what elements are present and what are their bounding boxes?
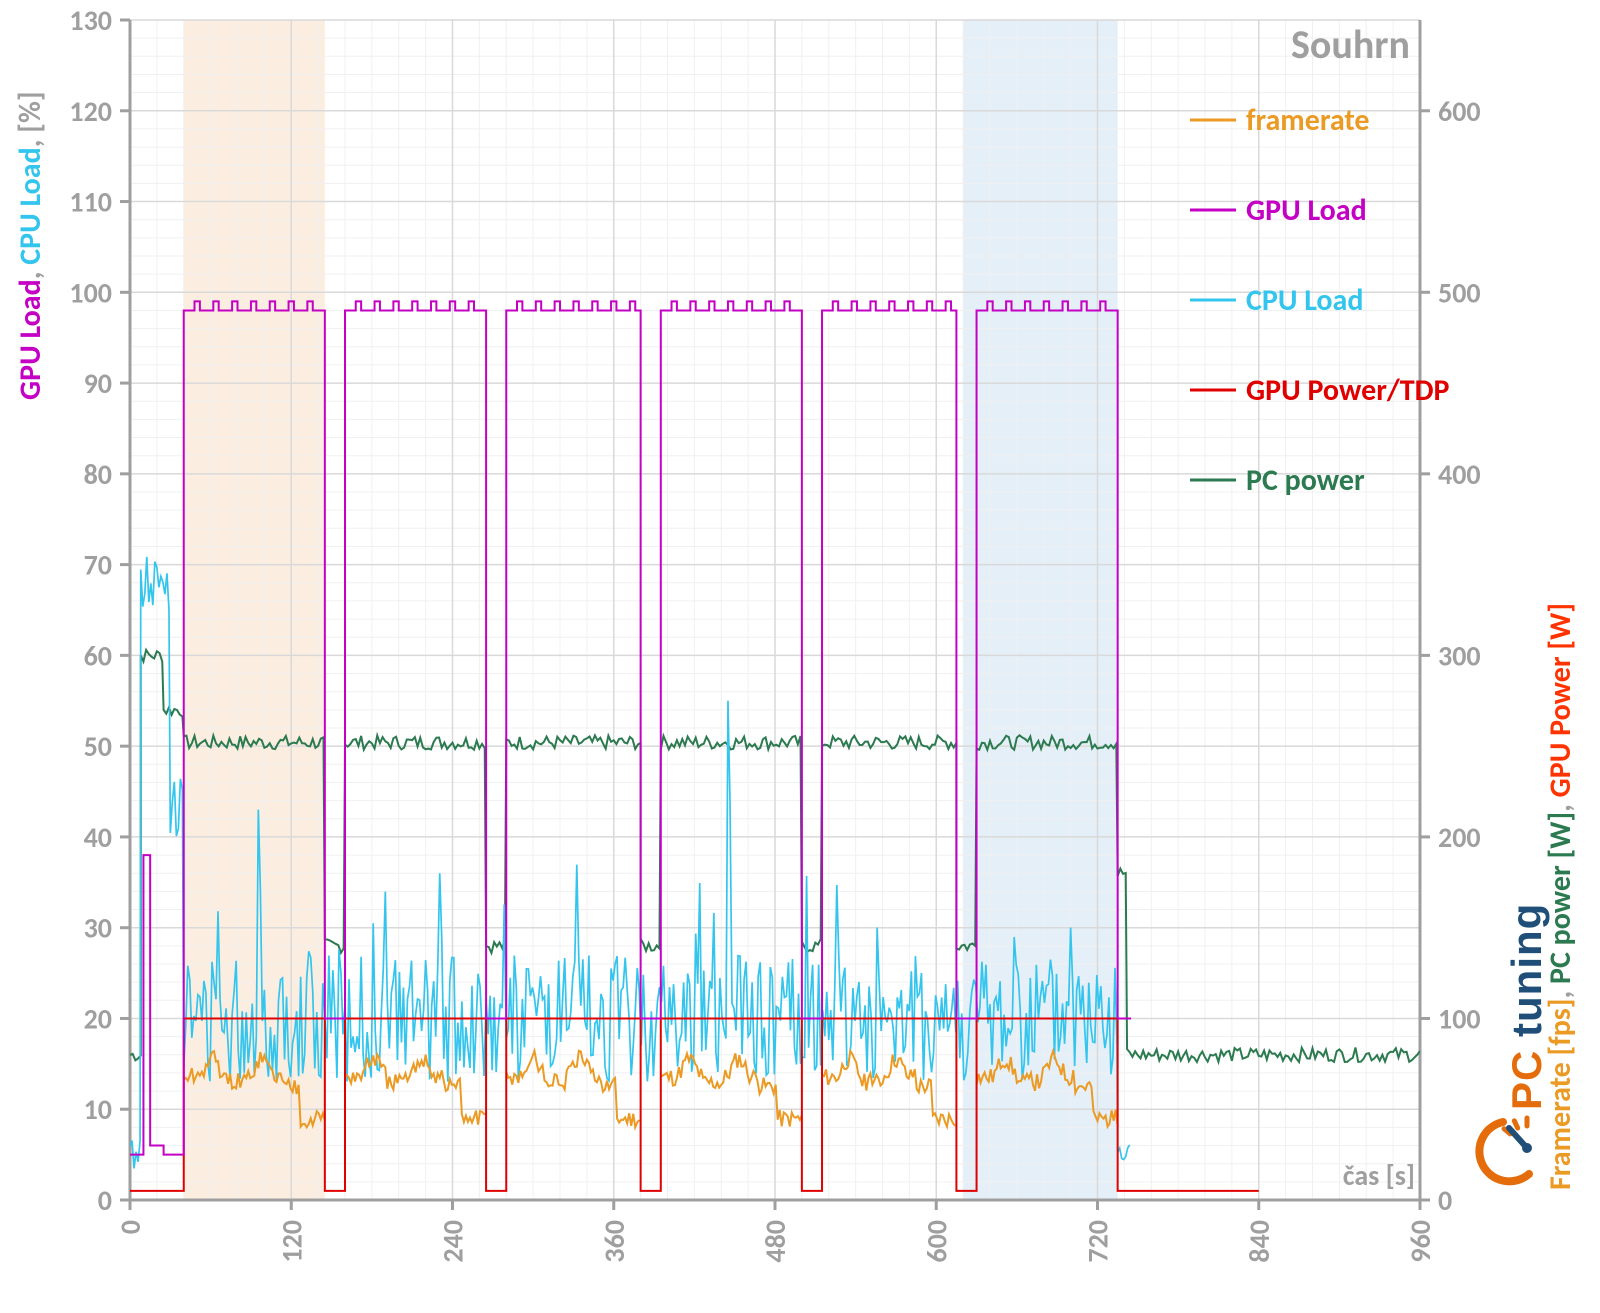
x-axis-label: čas [s] (1343, 1158, 1415, 1193)
svg-text:PC tuning: PC tuning (1503, 903, 1550, 1110)
ytick-left: 50 (84, 729, 112, 764)
xtick: 480 (758, 1220, 793, 1263)
legend-label: GPU Load (1246, 192, 1367, 229)
xtick: 120 (274, 1220, 309, 1263)
xtick: 960 (1403, 1220, 1438, 1263)
chart-title: Souhrn (1291, 20, 1410, 69)
ytick-left: 80 (84, 457, 112, 492)
xtick: 0 (113, 1220, 148, 1234)
ytick-left: 110 (69, 185, 112, 220)
ytick-right: 600 (1438, 94, 1481, 129)
chart-svg: 0 10 20 30 40 50 60 70 80 90 100 110 120 130 0 100 200 30… (0, 0, 1600, 1313)
legend-label: CPU Load (1246, 282, 1363, 319)
ytick-left: 100 (69, 275, 112, 310)
ytick-left: 40 (84, 820, 112, 855)
ytick-left: 20 (84, 1001, 112, 1036)
ytick-right: 500 (1438, 275, 1481, 310)
legend-label: framerate (1246, 102, 1370, 139)
ytick-right: 100 (1438, 1001, 1481, 1036)
ytick-left: 60 (84, 638, 112, 673)
ytick-left: 70 (84, 548, 112, 583)
chart-container: 0 10 20 30 40 50 60 70 80 90 100 110 120 130 0 100 200 30… (0, 0, 1600, 1313)
ytick-left: 130 (69, 3, 112, 38)
xtick: 360 (597, 1220, 632, 1263)
highlight-band (963, 20, 1118, 1200)
legend-label: PC power (1246, 462, 1365, 499)
ytick-right: 300 (1438, 638, 1481, 673)
xtick: 240 (436, 1220, 471, 1263)
ytick-right: 400 (1438, 457, 1481, 492)
ytick-right: 200 (1438, 820, 1481, 855)
ytick-left: 10 (84, 1092, 112, 1127)
ytick-left: 90 (84, 366, 112, 401)
ytick-left: 120 (69, 94, 112, 129)
xtick: 720 (1081, 1220, 1116, 1263)
legend-label: GPU Power/TDP (1246, 372, 1450, 409)
ytick-right: 0 (1438, 1183, 1452, 1218)
ytick-left: 0 (98, 1183, 112, 1218)
y-axis-left-label: GPU Load, CPU Load, [%] (12, 91, 49, 400)
ytick-left: 30 (84, 911, 112, 946)
highlight-band (184, 20, 325, 1200)
xtick: 600 (919, 1220, 954, 1263)
xtick: 840 (1242, 1220, 1277, 1263)
